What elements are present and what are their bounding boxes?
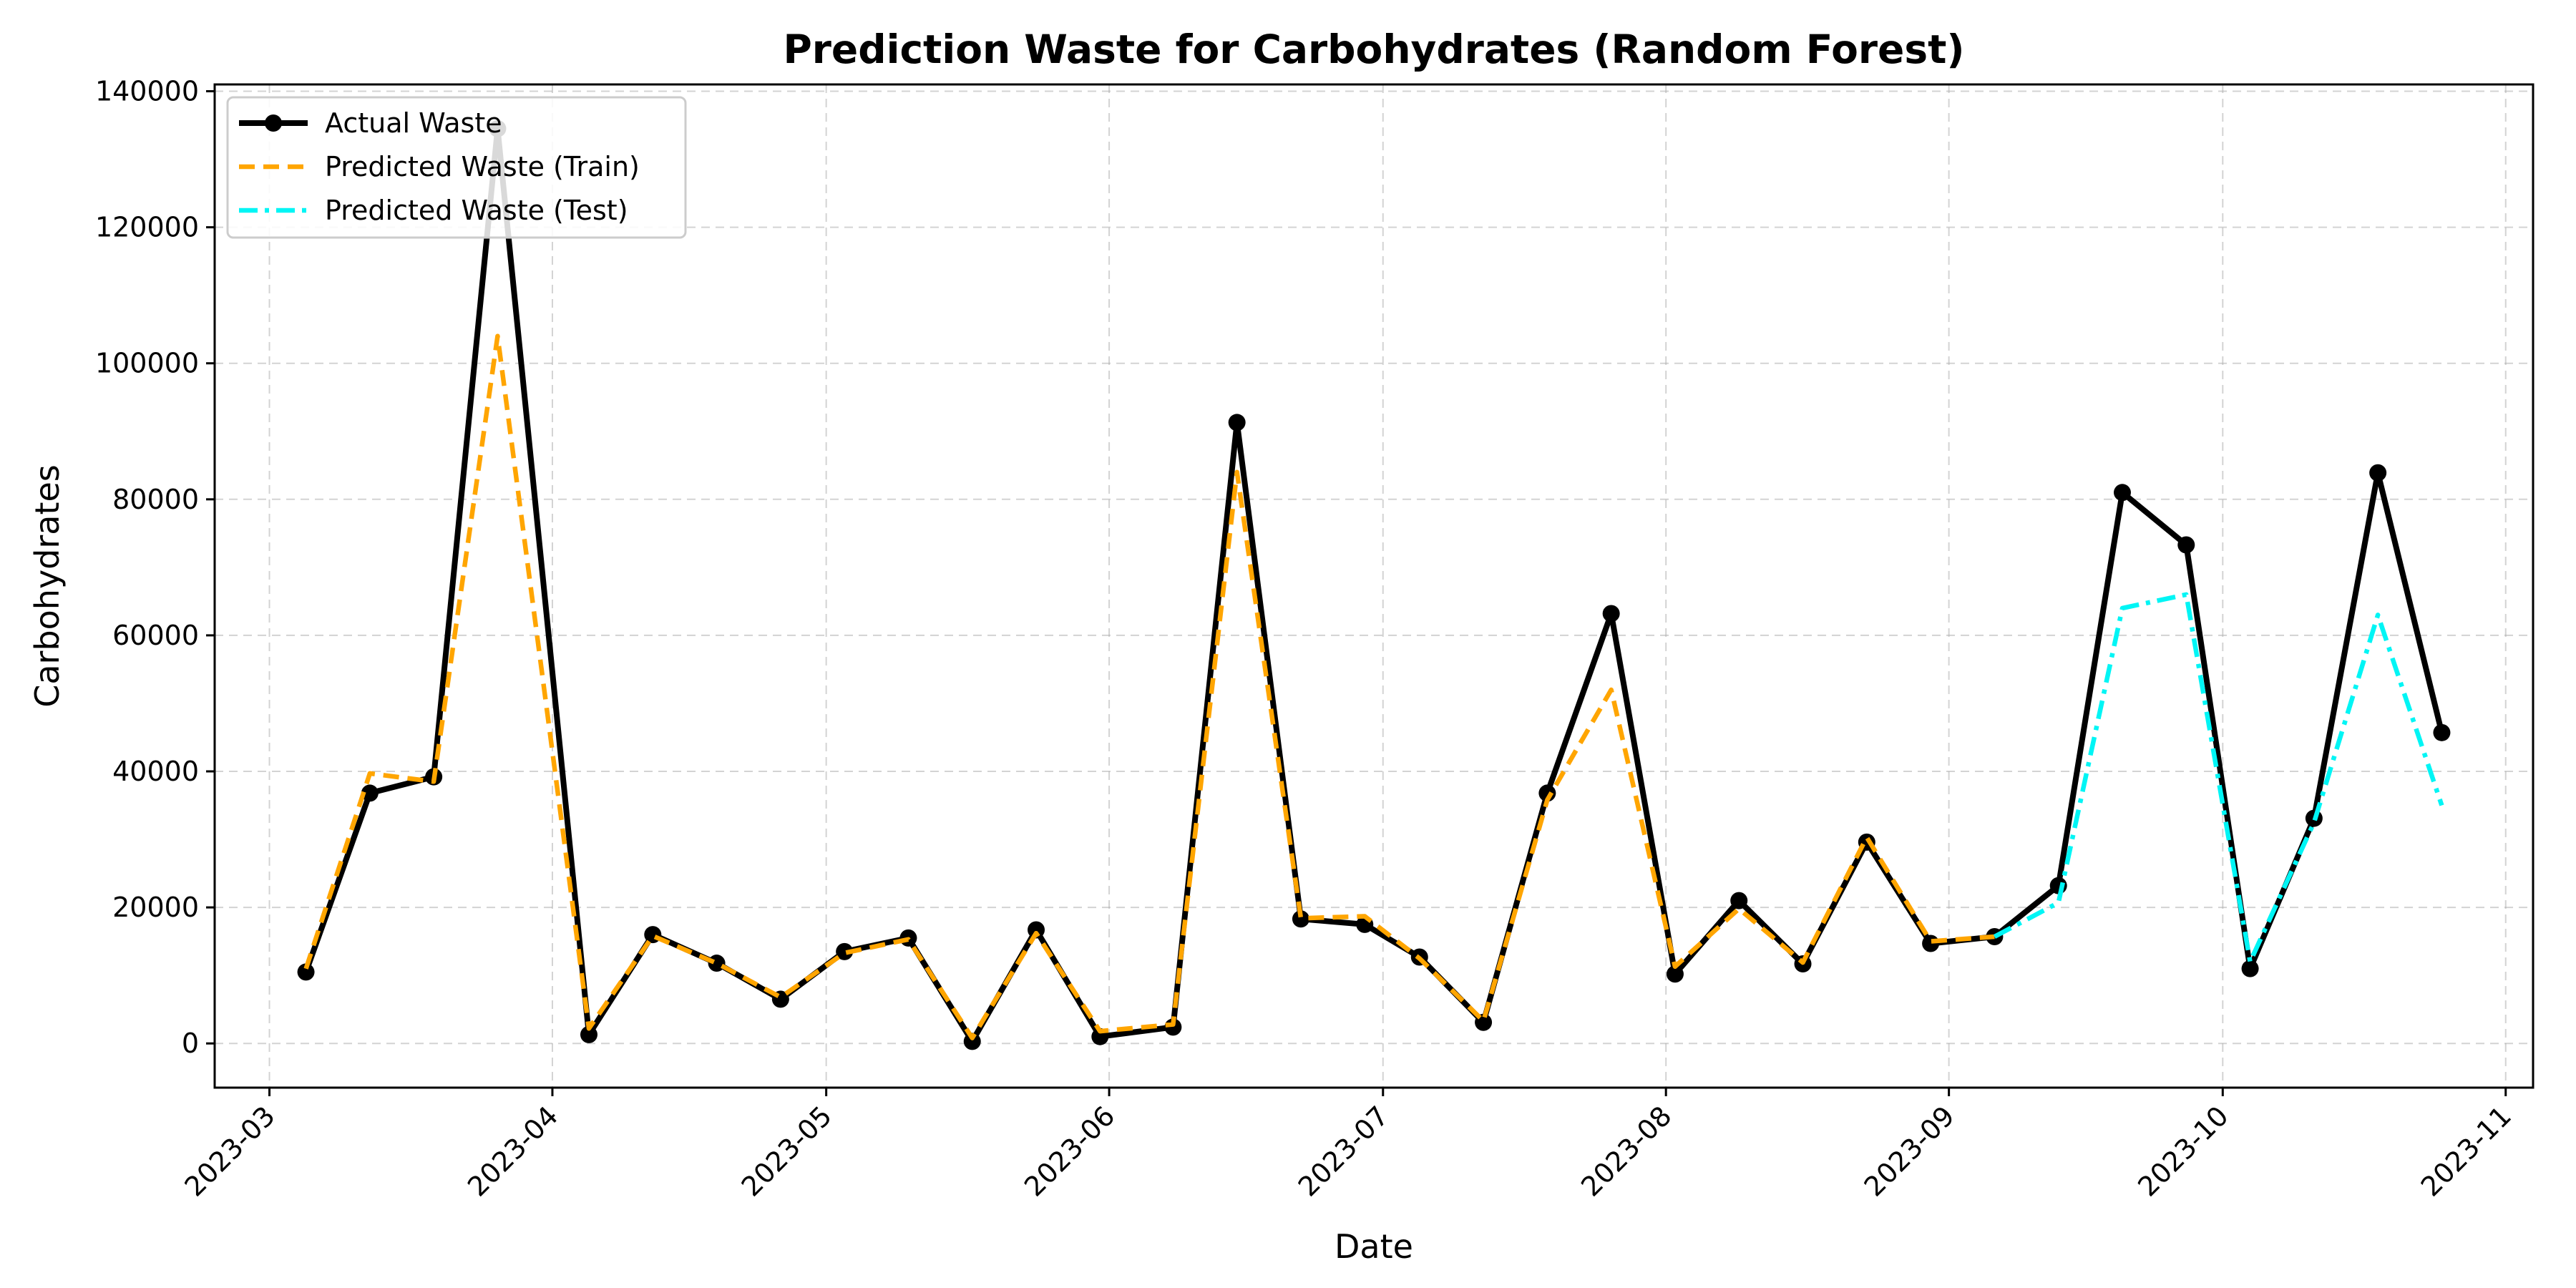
actual-waste-marker: [2113, 484, 2131, 502]
y-tick-label: 0: [182, 1028, 199, 1059]
actual-waste-marker: [580, 1025, 597, 1043]
actual-waste-marker: [1602, 605, 1620, 623]
plot-frame: [213, 83, 2534, 1089]
y-tick-label: 100000: [95, 348, 199, 379]
y-axis: 0 20000 40000 60000 80000 100000 120000 140000: [95, 76, 215, 1059]
actual-waste-marker: [2177, 536, 2195, 554]
y-tick-label: 20000: [112, 892, 199, 923]
series-layer: [297, 119, 2451, 1050]
legend-label: Predicted Waste (Test): [325, 195, 628, 226]
chart-title: Prediction Waste for Carbohydrates (Rand…: [783, 26, 1964, 72]
y-tick-label: 80000: [112, 484, 199, 515]
x-axis-label: Date: [1335, 1227, 1413, 1266]
legend-box: [226, 96, 687, 239]
y-tick-label: 120000: [95, 212, 199, 243]
actual-waste-marker: [1538, 784, 1556, 802]
legend-marker: [265, 114, 282, 132]
actual-waste-marker: [1028, 921, 1045, 939]
actual-waste-marker: [297, 963, 315, 981]
y-tick-label: 40000: [112, 756, 199, 787]
legend-label: Predicted Waste (Train): [325, 151, 640, 182]
actual-waste-marker: [2369, 464, 2387, 482]
actual-waste-marker: [2241, 960, 2259, 977]
actual-waste-marker: [1666, 965, 1684, 983]
series-line-predicted-waste-train: [303, 333, 1995, 1040]
grid: [215, 84, 2533, 1088]
actual-waste-marker: [1922, 935, 1940, 952]
actual-waste-marker: [1228, 414, 1246, 431]
y-tick-label: 60000: [112, 620, 199, 651]
actual-waste-marker: [361, 784, 379, 802]
legend-label: Actual Waste: [325, 107, 502, 139]
actual-waste-marker: [963, 1033, 981, 1050]
series-line-predicted-waste-test: [1993, 592, 2444, 965]
actual-waste-marker: [1730, 892, 1748, 909]
legend: Actual Waste Predicted Waste (Train) Predi…: [226, 96, 687, 239]
actual-waste-marker: [1292, 910, 1309, 928]
actual-waste-marker: [708, 955, 726, 972]
actual-waste-marker: [2433, 723, 2451, 741]
y-tick-label: 140000: [95, 76, 199, 107]
y-axis-label: Carbohydrates: [28, 464, 67, 708]
actual-waste-marker: [836, 942, 854, 960]
